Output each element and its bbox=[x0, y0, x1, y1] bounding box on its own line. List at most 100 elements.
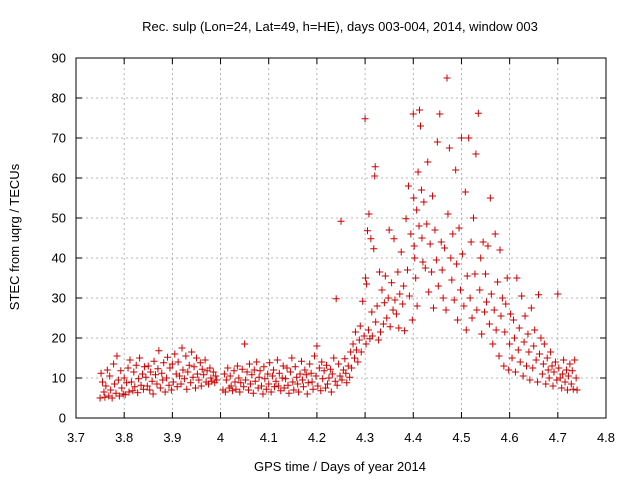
data-point bbox=[396, 290, 404, 298]
y-tick-label: 80 bbox=[52, 91, 66, 106]
data-point bbox=[545, 374, 553, 382]
data-point bbox=[413, 302, 421, 310]
data-point bbox=[423, 220, 431, 228]
y-tick-label: 40 bbox=[52, 251, 66, 266]
data-point bbox=[169, 378, 177, 386]
data-point bbox=[562, 366, 570, 374]
data-point bbox=[516, 358, 524, 366]
data-point bbox=[152, 371, 159, 379]
data-point bbox=[313, 342, 321, 350]
data-point bbox=[368, 308, 376, 316]
data-point bbox=[348, 364, 356, 372]
data-point bbox=[290, 386, 298, 394]
data-point bbox=[140, 363, 148, 371]
data-point bbox=[260, 363, 268, 371]
data-point bbox=[410, 242, 418, 250]
data-point bbox=[134, 389, 142, 397]
data-point bbox=[337, 217, 345, 225]
data-point bbox=[466, 294, 474, 302]
y-tick-label: 60 bbox=[52, 171, 66, 186]
data-point bbox=[568, 367, 576, 375]
data-point bbox=[501, 328, 509, 336]
data-point bbox=[256, 367, 264, 375]
data-point bbox=[289, 378, 297, 386]
data-point bbox=[220, 370, 228, 378]
data-point bbox=[418, 234, 426, 242]
x-tick-label: 3.9 bbox=[163, 430, 181, 445]
data-point bbox=[351, 328, 359, 336]
data-point bbox=[327, 388, 335, 396]
plot-frame bbox=[75, 57, 607, 419]
data-point bbox=[123, 379, 131, 387]
data-point bbox=[529, 364, 537, 372]
data-point bbox=[173, 383, 181, 391]
data-point bbox=[144, 362, 152, 370]
data-point bbox=[251, 377, 259, 385]
data-point bbox=[320, 367, 328, 375]
data-point bbox=[442, 306, 450, 314]
data-point bbox=[438, 266, 446, 274]
data-point bbox=[137, 381, 145, 389]
data-point bbox=[275, 369, 283, 377]
data-point bbox=[371, 163, 379, 171]
data-point bbox=[485, 320, 493, 328]
data-point bbox=[232, 385, 240, 393]
data-point bbox=[456, 286, 464, 294]
data-point bbox=[523, 362, 530, 370]
data-point bbox=[467, 238, 475, 246]
data-point bbox=[460, 302, 468, 310]
data-point bbox=[448, 276, 456, 284]
data-point bbox=[265, 380, 273, 388]
data-point bbox=[136, 354, 144, 362]
data-point bbox=[196, 359, 204, 367]
data-point bbox=[195, 376, 203, 384]
data-point bbox=[176, 372, 184, 380]
data-point bbox=[544, 366, 552, 374]
data-point bbox=[494, 278, 502, 286]
data-point bbox=[349, 340, 357, 348]
data-point bbox=[244, 386, 252, 394]
data-point bbox=[531, 326, 539, 334]
data-point bbox=[520, 338, 528, 346]
data-point bbox=[97, 369, 105, 377]
data-point bbox=[490, 306, 498, 314]
data-point bbox=[519, 372, 527, 380]
data-point bbox=[148, 377, 156, 385]
data-point bbox=[266, 359, 274, 367]
data-point bbox=[527, 304, 535, 312]
data-point bbox=[222, 376, 230, 384]
data-point bbox=[561, 378, 569, 386]
data-point bbox=[503, 274, 511, 282]
data-point bbox=[386, 323, 394, 331]
data-point bbox=[477, 254, 485, 262]
data-point bbox=[238, 365, 246, 373]
data-point bbox=[455, 224, 463, 232]
data-point bbox=[185, 361, 193, 369]
data-point bbox=[270, 366, 278, 374]
data-point bbox=[102, 382, 110, 390]
data-point bbox=[171, 350, 179, 358]
data-point bbox=[294, 380, 302, 388]
data-point bbox=[470, 214, 477, 222]
data-point bbox=[101, 393, 109, 401]
data-point bbox=[249, 389, 257, 397]
data-point bbox=[167, 386, 175, 394]
data-point bbox=[540, 340, 548, 348]
data-point bbox=[208, 377, 216, 385]
data-point bbox=[338, 376, 346, 384]
data-point bbox=[241, 340, 249, 348]
data-point bbox=[332, 295, 340, 303]
data-point bbox=[96, 394, 104, 402]
data-point bbox=[258, 382, 265, 390]
data-point bbox=[278, 374, 286, 382]
data-point bbox=[317, 387, 325, 395]
data-point bbox=[124, 364, 132, 372]
data-point bbox=[479, 238, 487, 246]
data-point bbox=[99, 378, 106, 386]
data-point bbox=[428, 268, 436, 276]
data-point bbox=[361, 115, 369, 123]
data-point bbox=[262, 385, 270, 393]
data-point bbox=[474, 109, 482, 117]
data-point bbox=[415, 222, 423, 230]
data-point bbox=[360, 332, 368, 340]
